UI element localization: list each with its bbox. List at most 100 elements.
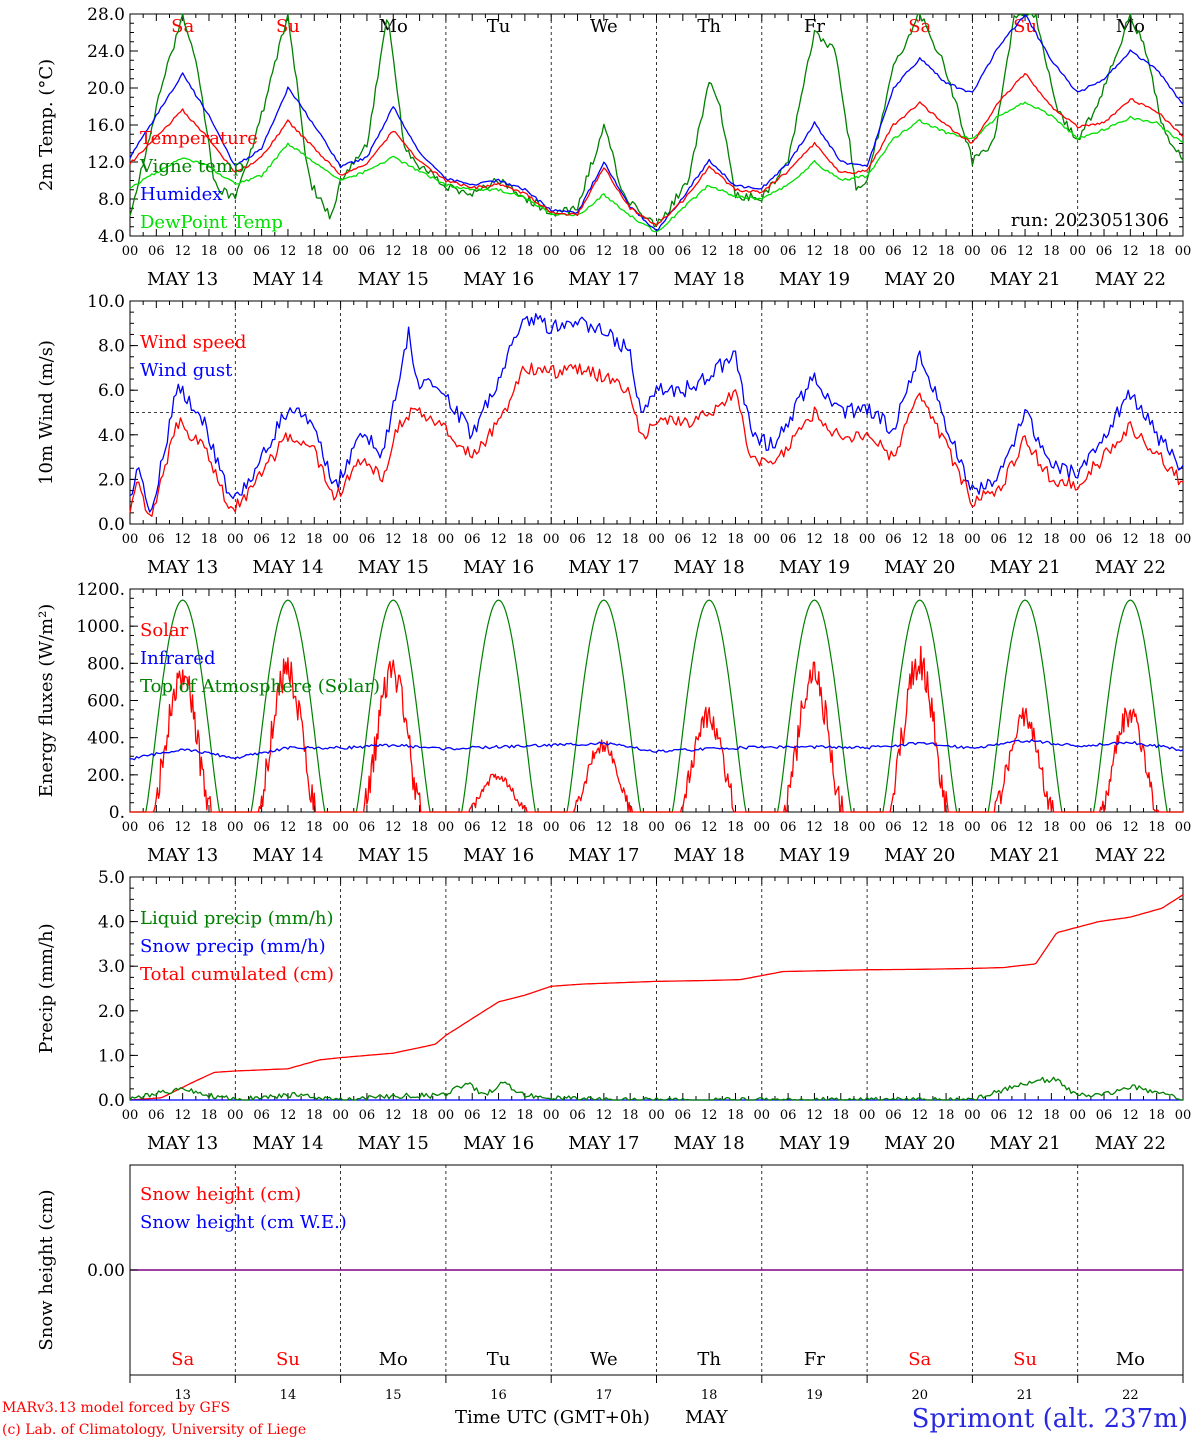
hour-tick-label: 12 <box>911 820 928 835</box>
y-tick-label: 2.0 <box>98 470 125 490</box>
temperature-panel: 00 06 12 18 MAY 13 00 06 12 18 MAY 14 00 06 12 18 MAY … <box>36 5 1191 290</box>
hour-tick-label: 18 <box>833 1108 850 1123</box>
hour-tick-label: 06 <box>675 532 692 547</box>
weekday-label: Mo <box>1116 1349 1145 1370</box>
hour-tick-label: 00 <box>122 244 139 259</box>
hour-tick-label: 18 <box>1148 532 1165 547</box>
date-label: MAY 19 <box>779 845 850 866</box>
y-axis-label: Energy fluxes (W/m²) <box>36 604 57 798</box>
hour-tick-label: 06 <box>780 244 797 259</box>
hour-tick-label: 00 <box>859 1108 876 1123</box>
legend-entry-temp-2: Humidex <box>140 184 222 205</box>
date-label: MAY 21 <box>989 845 1060 866</box>
hour-tick-label: 18 <box>411 820 428 835</box>
hour-tick-label: 00 <box>227 1108 244 1123</box>
date-label: MAY 22 <box>1095 1133 1166 1154</box>
y-tick-label: 0. <box>109 803 125 823</box>
hour-tick-label: 12 <box>701 532 718 547</box>
y-tick-label: 8.0 <box>98 190 125 210</box>
date-label: MAY 20 <box>884 557 955 578</box>
hour-tick-label: 00 <box>1175 532 1192 547</box>
hour-tick-label: 00 <box>543 532 560 547</box>
date-label: MAY 16 <box>463 269 534 290</box>
hour-tick-label: 18 <box>201 532 218 547</box>
hour-tick-label: 00 <box>964 532 981 547</box>
y-tick-label: 4.0 <box>98 426 125 446</box>
hour-tick-label: 00 <box>754 244 771 259</box>
hour-tick-label: 18 <box>833 820 850 835</box>
hour-tick-label: 12 <box>490 244 507 259</box>
day-number-label: 18 <box>701 1388 718 1403</box>
series-line-wind-speed <box>129 362 1184 517</box>
hour-tick-label: 12 <box>911 532 928 547</box>
hour-tick-label: 06 <box>359 532 376 547</box>
hour-tick-label: 00 <box>754 820 771 835</box>
hour-tick-label: 00 <box>859 532 876 547</box>
plot-frame <box>129 588 1184 813</box>
hour-tick-label: 18 <box>727 1108 744 1123</box>
hour-tick-label: 00 <box>1069 244 1086 259</box>
hour-tick-label: 00 <box>332 244 349 259</box>
y-tick-label: 4.0 <box>98 913 125 933</box>
hour-tick-label: 06 <box>569 244 586 259</box>
hour-tick-label: 00 <box>1069 532 1086 547</box>
legend-entry-energy-2: Top of Atmosphere (Solar) <box>140 676 380 697</box>
hour-tick-label: 00 <box>332 820 349 835</box>
hour-tick-label: 00 <box>1175 244 1192 259</box>
hour-tick-label: 18 <box>622 1108 639 1123</box>
hour-tick-label: 06 <box>675 1108 692 1123</box>
hour-tick-label: 12 <box>174 1108 191 1123</box>
hour-tick-label: 00 <box>438 820 455 835</box>
date-label: MAY 22 <box>1095 845 1166 866</box>
hour-tick-label: 00 <box>859 244 876 259</box>
hour-tick-label: 12 <box>596 820 613 835</box>
legend-entry-energy-1: Infrared <box>140 648 215 669</box>
hour-tick-label: 12 <box>174 532 191 547</box>
hour-tick-label: 00 <box>754 1108 771 1123</box>
y-tick-label: 0.0 <box>98 515 125 535</box>
date-label: MAY 13 <box>147 269 218 290</box>
day-number-label: 16 <box>490 1388 507 1403</box>
hour-tick-label: 06 <box>990 244 1007 259</box>
hour-tick-label: 00 <box>648 244 665 259</box>
legend-entry-energy-0: Solar <box>140 620 189 641</box>
y-tick-label: 1200. <box>76 580 125 600</box>
hour-tick-label: 12 <box>490 532 507 547</box>
hour-tick-label: 00 <box>1175 820 1192 835</box>
hour-tick-label: 00 <box>227 532 244 547</box>
hour-tick-label: 06 <box>569 532 586 547</box>
hour-tick-label: 12 <box>174 244 191 259</box>
weekday-label: Sa <box>908 16 931 37</box>
date-label: MAY 18 <box>674 269 745 290</box>
date-label: MAY 20 <box>884 845 955 866</box>
legend-entry-precip-2: Total cumulated (cm) <box>140 964 334 985</box>
hour-tick-label: 06 <box>1096 820 1113 835</box>
date-label: MAY 17 <box>568 845 639 866</box>
day-number-label: 19 <box>806 1388 823 1403</box>
date-label: MAY 20 <box>884 269 955 290</box>
weekday-label: We <box>590 1349 618 1370</box>
weekday-label: Sa <box>171 16 194 37</box>
date-label: MAY 16 <box>463 557 534 578</box>
hour-tick-label: 00 <box>332 1108 349 1123</box>
hour-tick-label: 18 <box>306 820 323 835</box>
date-label: MAY 14 <box>252 845 323 866</box>
hour-tick-label: 00 <box>964 1108 981 1123</box>
hour-tick-label: 18 <box>201 820 218 835</box>
hour-tick-label: 18 <box>1043 820 1060 835</box>
hour-tick-label: 18 <box>1148 820 1165 835</box>
date-label: MAY 15 <box>358 269 429 290</box>
y-axis-label: 10m Wind (m/s) <box>36 340 57 485</box>
date-label: MAY 16 <box>463 845 534 866</box>
hour-tick-label: 12 <box>806 1108 823 1123</box>
panels: 00 06 12 18 MAY 13 00 06 12 18 MAY 14 00 06 12 18 MAY … <box>36 5 1191 1403</box>
hour-tick-label: 18 <box>411 244 428 259</box>
weekday-label: Su <box>1013 1349 1037 1370</box>
date-label: MAY 22 <box>1095 557 1166 578</box>
hour-tick-label: 12 <box>490 1108 507 1123</box>
hour-tick-label: 06 <box>253 244 270 259</box>
energy-panel: 00 06 12 18 MAY 13 00 06 12 18 MAY 14 00 06 12 18 MAY … <box>36 580 1191 866</box>
day-number-label: 20 <box>911 1388 928 1403</box>
weekday-label: Mo <box>1116 16 1145 37</box>
